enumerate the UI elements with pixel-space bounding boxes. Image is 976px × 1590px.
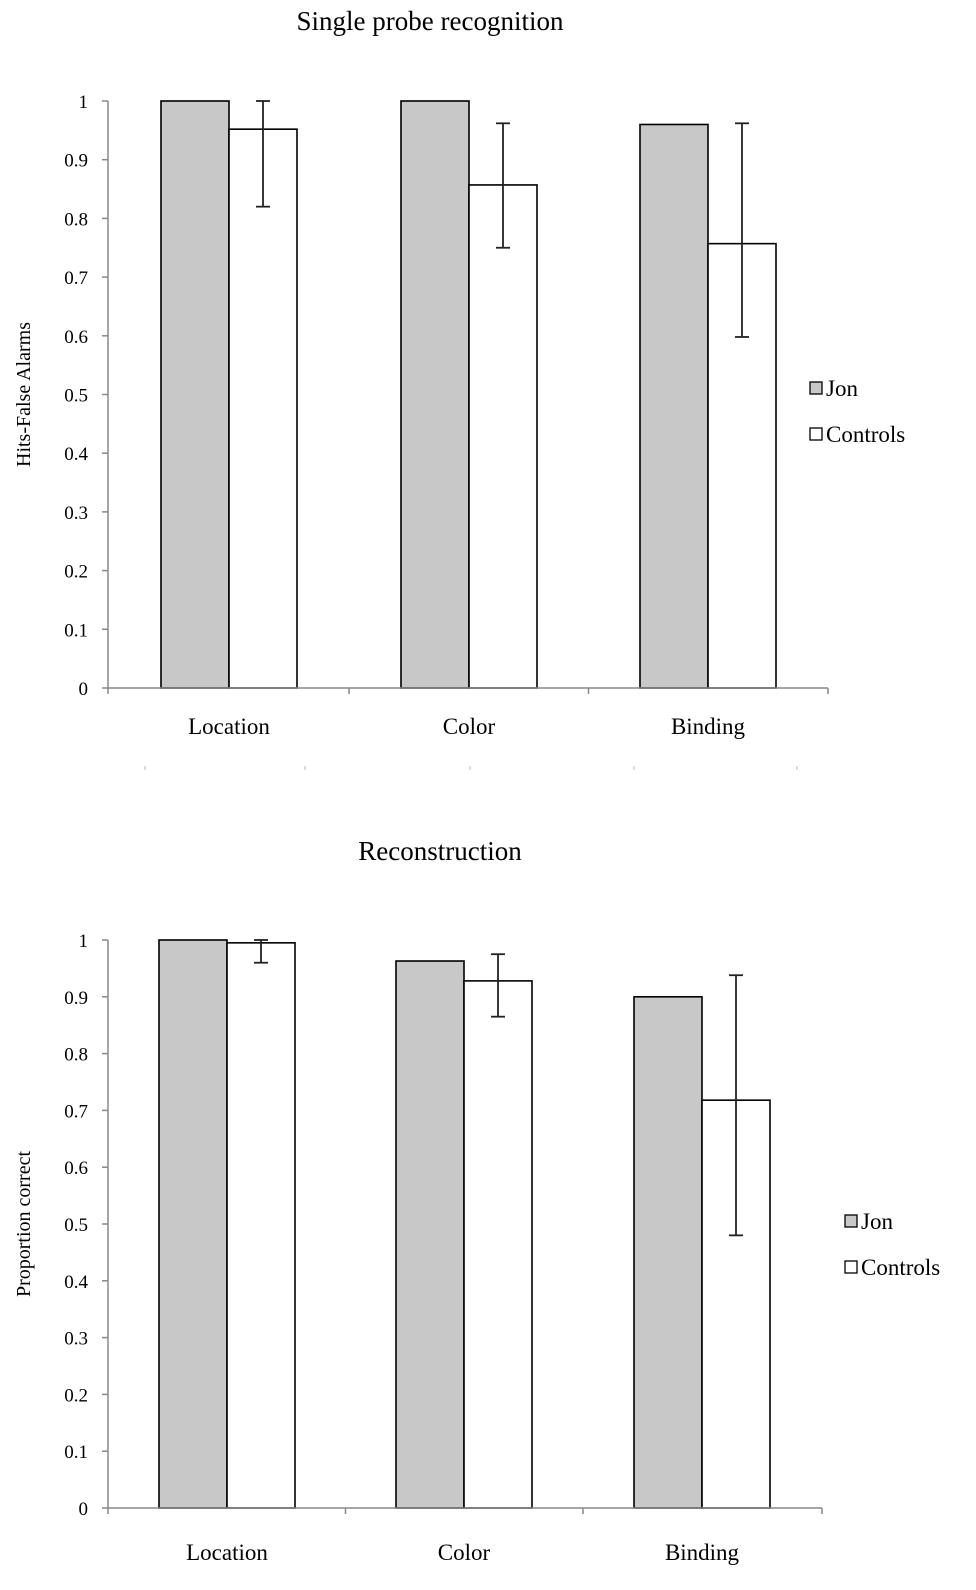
y-tick-label: 0.4 — [64, 1272, 88, 1293]
y-tick-label: 0.2 — [64, 562, 88, 583]
x-tick-label: Color — [438, 1540, 491, 1565]
bar-controls-location — [228, 128, 298, 689]
legend-label: Controls — [826, 422, 905, 447]
y-tick-label: 0.6 — [64, 1158, 88, 1179]
y-tick-label: 0 — [79, 1499, 89, 1520]
y-tick-label: 0.1 — [64, 1442, 88, 1463]
y-tick-label: 0 — [79, 679, 89, 700]
y-tick-label: 0.3 — [64, 503, 88, 524]
legend-label: Jon — [826, 376, 858, 401]
bar-controls-color — [463, 980, 533, 1509]
legend-swatch — [844, 1260, 858, 1274]
x-tick-label: Binding — [665, 1540, 740, 1565]
chart-title: Reconstruction — [358, 836, 522, 866]
y-tick-label: 1 — [79, 92, 89, 113]
error-bar-location — [256, 100, 270, 208]
x-tick-label: Location — [188, 714, 270, 739]
y-tick-label: 0.9 — [64, 988, 88, 1009]
y-tick-label: 0.6 — [64, 327, 88, 348]
y-tick-label: 0.5 — [64, 386, 88, 407]
bar-controls-location — [226, 942, 296, 1509]
y-tick-label: 0.7 — [64, 268, 88, 289]
error-bar-binding — [729, 974, 743, 1237]
y-tick-label: 0.8 — [64, 1045, 88, 1066]
bar-jon-location — [160, 100, 230, 689]
x-tick-label: Binding — [671, 714, 746, 739]
legend-label: Jon — [861, 1209, 893, 1234]
legend: Jon Controls — [809, 376, 905, 447]
bar-controls-color — [468, 184, 538, 689]
chart-2: Reconstruction Proportion correct 0 0.1 0.2 0… — [13, 836, 940, 1565]
y-tick-label: 0.2 — [64, 1385, 88, 1406]
bar-jon-location — [158, 939, 228, 1509]
y-tick-label: 0.7 — [64, 1101, 88, 1122]
chart-1: Single probe recognition Hits-False Alarm… — [13, 6, 905, 770]
legend-swatch — [809, 427, 823, 441]
legend-swatch — [844, 1214, 858, 1228]
y-axis-label: Hits-False Alarms — [13, 322, 35, 467]
y-axis-label: Proportion correct — [13, 1151, 35, 1298]
y-tick-label: 0.5 — [64, 1215, 88, 1236]
y-tick-label: 1 — [79, 931, 89, 952]
x-tick-label: Location — [186, 1540, 268, 1565]
legend: Jon Controls — [844, 1209, 940, 1280]
bar-jon-binding — [633, 995, 703, 1509]
bar-jon-color — [400, 100, 470, 689]
error-bar-location — [254, 939, 268, 964]
legend-label: Controls — [861, 1255, 940, 1280]
error-bar-color — [496, 122, 510, 249]
chart-title: Single probe recognition — [297, 6, 564, 36]
y-tick-label: 0.1 — [64, 620, 88, 641]
y-tick-label: 0.3 — [64, 1329, 88, 1350]
y-tick-label: 0.9 — [64, 151, 88, 172]
x-tick-label: Color — [443, 714, 496, 739]
bar-jon-color — [395, 960, 465, 1509]
error-bar-binding — [735, 122, 749, 338]
y-tick-label: 0.4 — [64, 444, 88, 465]
bar-jon-binding — [639, 123, 709, 689]
legend-swatch — [809, 381, 823, 395]
y-tick-label: 0.8 — [64, 209, 88, 230]
error-bar-color — [491, 953, 505, 1018]
